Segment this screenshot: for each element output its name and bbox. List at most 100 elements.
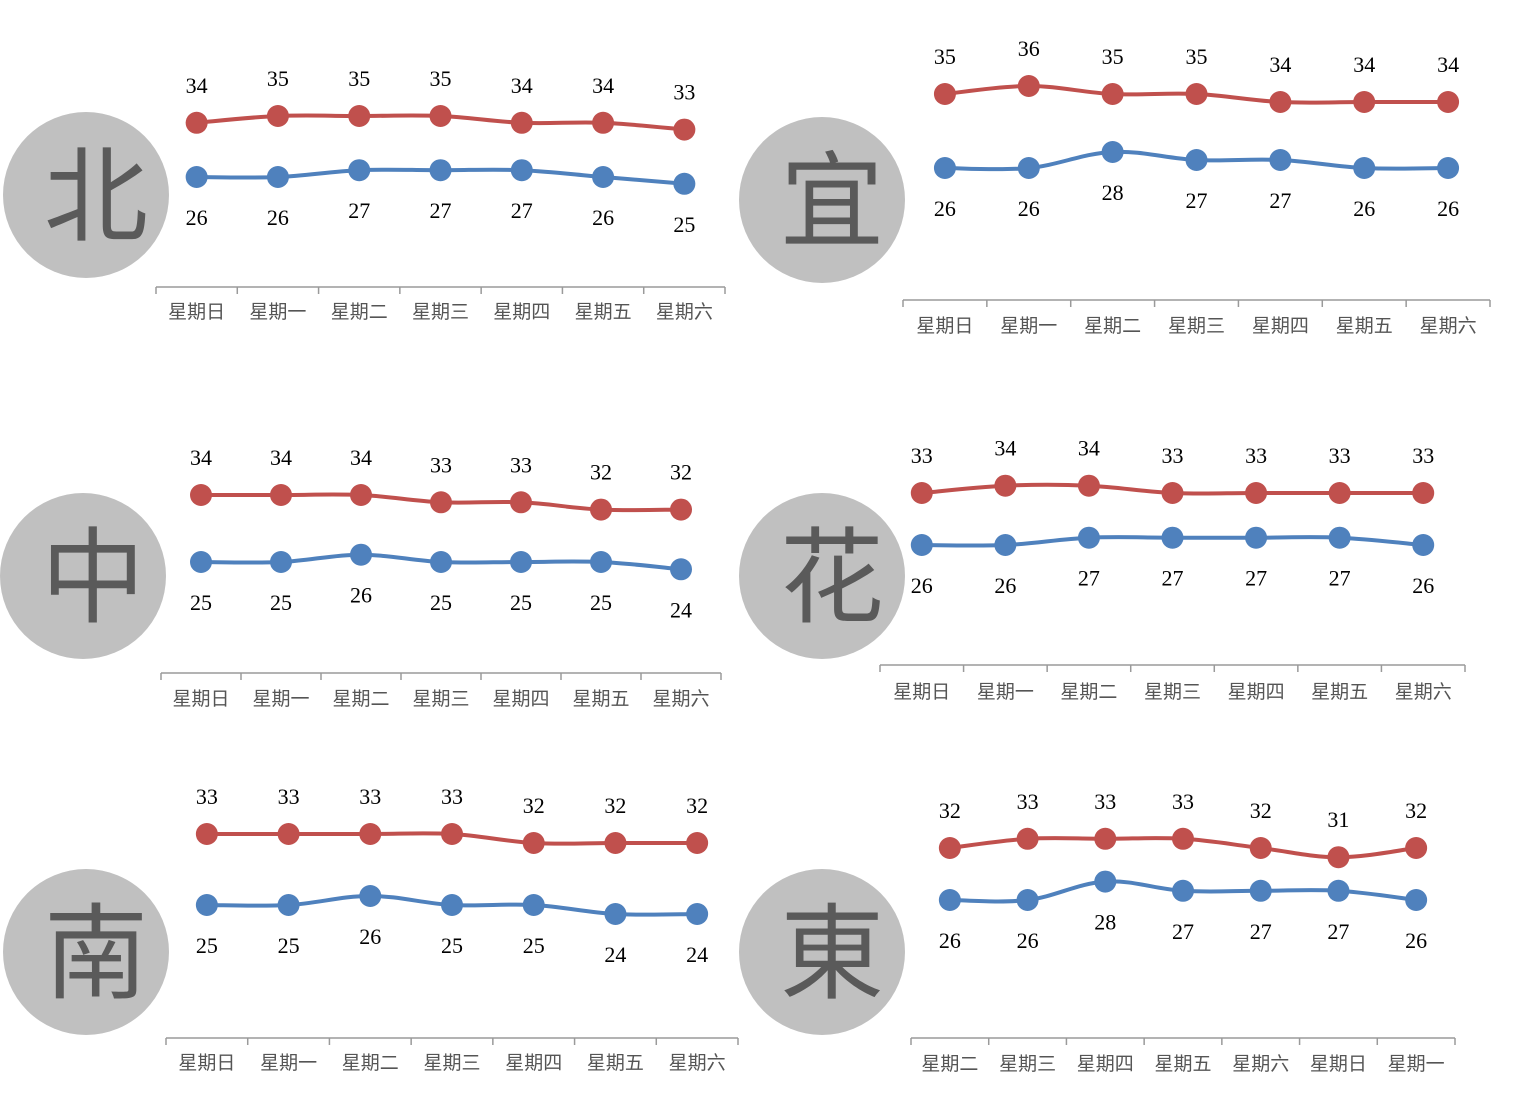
low-temp-point [604,903,627,925]
low-temp-point [195,894,218,916]
region-badge [3,869,169,1035]
region-label: 花 [780,517,884,639]
high-temp-label: 33 [278,784,300,809]
region-badge [739,117,905,283]
low-temp-point [185,166,208,188]
x-tick-label: 星期五 [1336,315,1393,337]
region-label: 南 [44,893,148,1015]
low-temp-point [673,172,696,195]
high-temp-label: 32 [604,793,626,818]
high-temp-point [1327,846,1350,869]
region-label: 北 [44,136,148,258]
low-temp-point [592,166,615,188]
low-temp-label: 24 [686,942,708,967]
x-tick-label: 星期一 [260,1052,317,1074]
low-temp-point [910,534,933,556]
high-temp-point [190,484,212,506]
low-temp-point [1249,879,1272,902]
high-temp-point [522,832,545,854]
low-temp-label: 26 [911,573,933,598]
low-temp-label: 26 [350,583,372,608]
high-temp-label: 32 [1405,798,1427,823]
low-temp-label: 26 [359,924,381,949]
low-temp-point [359,885,382,907]
low-temp-label: 25 [430,590,452,615]
low-temp-label: 26 [994,573,1016,598]
high-temp-label: 32 [1250,798,1272,823]
low-temp-label: 26 [1018,196,1040,221]
low-temp-label: 26 [1017,928,1039,953]
low-temp-label: 27 [511,198,533,223]
low-temp-point [1077,526,1100,549]
low-temp-label: 27 [348,198,370,223]
high-temp-label: 34 [1269,52,1291,77]
high-temp-point [1245,482,1268,504]
x-tick-label: 星期一 [249,301,306,323]
x-tick-label: 星期日 [916,315,973,337]
low-temp-point [429,159,452,182]
high-temp-point [510,111,533,134]
x-tick-label: 星期四 [493,301,550,323]
low-temp-label: 25 [278,933,300,958]
x-tick-label: 星期日 [178,1052,235,1074]
high-temp-point [1412,482,1435,504]
high-temp-point [1328,482,1351,504]
x-tick-label: 星期六 [1232,1053,1289,1075]
region-label: 東 [780,893,884,1015]
x-tick-label: 星期五 [1154,1053,1211,1075]
low-temp-label: 26 [267,205,289,230]
low-temp-label: 26 [186,205,208,230]
low-temp-point [1437,157,1460,179]
low-temp-label: 26 [1353,196,1375,221]
x-tick-label: 星期一 [1388,1053,1445,1075]
high-temp-label: 33 [1245,443,1267,468]
low-temp-point [670,558,692,581]
low-temp-label: 26 [592,205,614,230]
low-temp-point [1017,157,1040,179]
high-temp-point [910,482,933,504]
low-temp-label: 25 [441,933,463,958]
high-temp-label: 35 [348,66,370,91]
high-temp-point [359,823,382,845]
high-temp-label: 32 [939,798,961,823]
high-temp-label: 32 [590,460,612,485]
low-temp-label: 26 [1412,573,1434,598]
high-temp-point [592,111,615,134]
high-temp-point [1249,837,1272,859]
low-temp-label: 25 [196,933,218,958]
high-temp-label: 33 [1172,789,1194,814]
low-temp-point [350,543,372,566]
high-temp-label: 35 [934,44,956,69]
region-badge [0,493,166,659]
low-temp-point [522,894,545,916]
high-temp-point [670,498,692,521]
low-temp-point [933,157,956,179]
high-temp-label: 31 [1327,807,1349,832]
low-temp-label: 25 [270,590,292,615]
low-temp-label: 24 [670,597,692,622]
low-temp-point [277,894,300,916]
x-tick-label: 星期三 [999,1053,1056,1075]
high-temp-point [604,832,627,854]
high-temp-point [510,491,532,514]
x-tick-label: 星期日 [172,688,229,710]
high-temp-point [441,823,463,845]
high-temp-point [350,484,372,506]
low-temp-point [510,551,532,573]
high-temp-point [1094,827,1117,850]
low-temp-label: 27 [1327,919,1349,944]
region-badge [739,869,905,1035]
high-temp-label: 35 [430,66,452,91]
high-temp-label: 33 [1017,789,1039,814]
high-temp-point [590,498,612,521]
high-temp-label: 36 [1018,36,1040,61]
x-tick-label: 星期三 [412,301,469,323]
x-tick-label: 星期三 [423,1052,480,1074]
high-temp-point [266,105,289,127]
high-temp-point [430,491,452,514]
low-temp-point [348,159,371,182]
high-temp-label: 33 [359,784,381,809]
